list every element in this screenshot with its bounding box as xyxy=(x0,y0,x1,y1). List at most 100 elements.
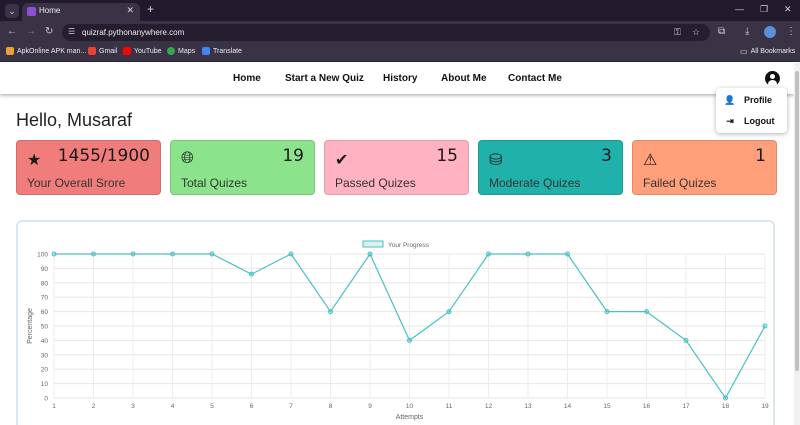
data-point xyxy=(407,337,412,343)
warning-icon: ⚠ xyxy=(643,152,658,169)
nav-start-quiz[interactable]: Start a New Quiz xyxy=(285,73,364,84)
gmail-icon xyxy=(88,47,96,55)
tab-search-icon[interactable]: ⌄ xyxy=(5,4,19,18)
star-icon: ★ xyxy=(27,152,42,169)
minimize-icon[interactable]: — xyxy=(735,4,744,14)
translate-icon xyxy=(202,47,210,55)
address-bar[interactable]: ☰ quizraf.pythonanywhere.com ⚿ ☆ xyxy=(62,24,710,41)
data-point xyxy=(486,251,491,257)
data-point xyxy=(446,309,452,315)
maximize-icon[interactable]: ❐ xyxy=(760,4,769,14)
browser-toolbar: ← → ↻ ☰ quizraf.pythonanywhere.com ⚿ ☆ ⧉… xyxy=(0,21,800,43)
x-tick-label: 2 xyxy=(92,403,96,410)
new-tab-icon[interactable]: + xyxy=(147,2,155,16)
x-tick-label: 12 xyxy=(485,403,493,410)
logout-icon: ⇥ xyxy=(726,115,734,126)
card-value: 1455/1900 xyxy=(57,146,150,166)
bookmark-gmail[interactable]: Gmail xyxy=(88,47,117,55)
y-tick-label: 50 xyxy=(41,324,49,331)
data-point xyxy=(723,395,728,401)
maps-icon xyxy=(167,47,175,55)
x-tick-label: 7 xyxy=(289,403,293,410)
bookmark-maps[interactable]: Maps xyxy=(167,47,195,55)
back-icon[interactable]: ← xyxy=(7,26,17,37)
user-circle-icon[interactable] xyxy=(765,71,780,86)
x-tick-label: 6 xyxy=(250,403,254,410)
nav-contact-me[interactable]: Contact Me xyxy=(508,73,562,84)
reload-icon[interactable]: ↻ xyxy=(45,26,54,37)
browser-tab[interactable]: Home ✕ xyxy=(22,3,140,21)
forward-icon[interactable]: → xyxy=(26,26,36,37)
extensions-icon[interactable]: ⧉ xyxy=(718,26,726,37)
y-tick-label: 80 xyxy=(41,280,49,287)
data-point xyxy=(328,309,333,315)
y-tick-label: 10 xyxy=(41,381,49,388)
y-tick-label: 20 xyxy=(41,367,49,374)
x-tick-label: 16 xyxy=(643,403,651,410)
bookmark-translate[interactable]: Translate xyxy=(202,47,242,55)
card-label: Your Overall Srore xyxy=(27,176,126,190)
data-point xyxy=(91,251,96,257)
nav-home[interactable]: Home xyxy=(233,73,261,84)
url-text: quizraf.pythonanywhere.com xyxy=(82,28,185,37)
download-icon[interactable]: ⤓ xyxy=(745,26,750,37)
nav-history[interactable]: History xyxy=(383,73,418,84)
card-label: Total Quizes xyxy=(181,176,248,190)
greeting-heading: Hello, Musaraf xyxy=(16,110,133,130)
x-tick-label: 1 xyxy=(52,403,56,410)
passed-quizes-card: ✔ 15 Passed Quizes xyxy=(324,140,469,195)
data-point xyxy=(565,251,570,257)
browser-menu-icon[interactable]: ⋮ xyxy=(786,26,796,37)
x-tick-label: 11 xyxy=(446,403,453,410)
x-tick-label: 9 xyxy=(368,403,372,410)
x-tick-label: 17 xyxy=(682,403,690,410)
data-point xyxy=(209,251,215,257)
card-label: Failed Quizes xyxy=(643,176,717,190)
page-scrollbar[interactable] xyxy=(794,63,800,425)
data-point xyxy=(683,337,689,343)
all-bookmarks[interactable]: ▭ All Bookmarks xyxy=(740,47,796,56)
scrollbar-thumb[interactable] xyxy=(795,71,799,371)
site-favicon-icon xyxy=(27,7,36,16)
x-tick-label: 14 xyxy=(564,403,572,410)
bookmark-youtube[interactable]: YouTube xyxy=(123,47,162,55)
card-value: 3 xyxy=(601,146,612,166)
close-tab-icon[interactable]: ✕ xyxy=(126,5,134,15)
bookmark-apkonline[interactable]: ApkOnline APK man... xyxy=(6,47,86,55)
browser-tab-bar: ⌄ Home ✕ + — ❐ ✕ xyxy=(0,0,800,21)
overall-score-card: ★ 1455/1900 Your Overall Srore xyxy=(16,140,161,195)
globe-icon: 🌐︎ xyxy=(181,150,194,167)
y-tick-label: 40 xyxy=(41,338,49,345)
close-window-icon[interactable]: ✕ xyxy=(784,4,792,14)
folder-icon: ▭ xyxy=(740,47,748,56)
legend-swatch xyxy=(362,240,384,248)
data-point xyxy=(367,251,373,257)
data-point xyxy=(170,251,175,257)
progress-series-line xyxy=(54,252,766,400)
legend-label: Your Progress xyxy=(388,242,430,249)
profile-menu-item[interactable]: 👤 Profile xyxy=(716,90,787,110)
data-point xyxy=(525,251,531,257)
x-tick-label: 13 xyxy=(524,403,532,410)
card-label: Moderate Quizes xyxy=(489,176,581,190)
nav-about-me[interactable]: About Me xyxy=(441,73,487,84)
y-tick-label: 70 xyxy=(41,295,49,302)
progress-chart-panel: 0 10 20 30 40 50 60 70 80 90 100 1 2 3 4 5 6 7 8 9 10 11 12 13 1… xyxy=(16,220,775,425)
y-tick-label: 60 xyxy=(41,309,49,316)
check-circle-icon: ✔ xyxy=(335,152,349,169)
x-axis-label: Attempts xyxy=(396,414,424,421)
bookmark-star-icon[interactable]: ☆ xyxy=(692,27,701,37)
coins-icon: ⛁ xyxy=(489,152,503,169)
browser-profile-avatar[interactable] xyxy=(764,26,776,38)
card-value: 19 xyxy=(282,146,304,166)
card-label: Passed Quizes xyxy=(335,176,416,190)
password-key-icon[interactable]: ⚿ xyxy=(674,27,681,37)
card-value: 1 xyxy=(755,146,766,166)
site-info-icon[interactable]: ☰ xyxy=(68,27,76,36)
moderate-quizes-card: ⛁ 3 Moderate Quizes xyxy=(478,140,623,195)
logout-menu-item[interactable]: ⇥ Logout xyxy=(716,111,787,131)
y-axis-label: Percentage xyxy=(27,308,34,344)
app-navbar: Home Start a New Quiz History About Me C… xyxy=(0,63,794,94)
x-tick-label: 10 xyxy=(406,403,414,410)
